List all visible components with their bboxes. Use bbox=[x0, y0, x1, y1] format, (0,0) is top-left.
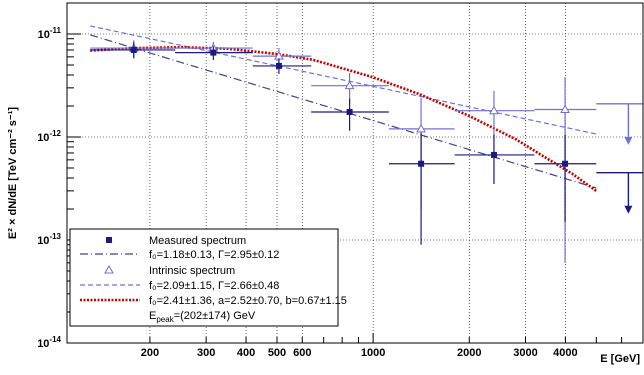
legend-box bbox=[69, 228, 339, 327]
measured-marker bbox=[418, 160, 425, 167]
measured-marker bbox=[562, 160, 569, 167]
legend-label: Measured spectrum bbox=[149, 235, 246, 247]
legend-label: Epeak=(202±174) GeV bbox=[149, 310, 256, 324]
measured-point bbox=[311, 98, 389, 131]
legend-entry: f₀=2.41±1.36, a=2.52±0.70, b=0.67±1.15 bbox=[80, 295, 347, 307]
intrinsic-marker bbox=[489, 105, 499, 115]
legend-entry: Epeak=(202±174) GeV bbox=[149, 310, 256, 324]
legend-entry: Measured spectrum bbox=[106, 235, 246, 247]
upper-limit-intrinsic bbox=[596, 103, 643, 145]
upper-limit-arrow bbox=[624, 205, 633, 214]
legend-intrinsic-marker bbox=[104, 264, 114, 274]
y-tick-label: 10-11 bbox=[38, 26, 62, 41]
fit-line-intrinsic_powerlaw bbox=[90, 25, 597, 135]
axes: 200 300 400 500 600 1000 2000 3000 4000 10-14 10-1… bbox=[37, 2, 644, 359]
intrinsic-point bbox=[388, 97, 455, 209]
measured-marker bbox=[130, 46, 137, 53]
measured-point bbox=[90, 42, 176, 59]
intrinsic-marker bbox=[560, 104, 570, 113]
measured-point bbox=[534, 134, 597, 222]
legend-entry: f₀=1.18±0.13, Γ=2.95±0.12 bbox=[80, 249, 279, 261]
intrinsic-point bbox=[311, 72, 389, 104]
x-tick-label: 3000 bbox=[513, 347, 537, 359]
measured-marker bbox=[490, 151, 497, 158]
measured-marker bbox=[346, 108, 353, 115]
intrinsic-marker bbox=[344, 80, 355, 90]
measured-point bbox=[454, 134, 535, 184]
measured-point bbox=[175, 46, 253, 60]
legend-measured-marker bbox=[106, 237, 112, 243]
measured-point bbox=[388, 132, 455, 245]
x-tick-label: 1000 bbox=[361, 347, 385, 359]
x-tick-label: 200 bbox=[141, 347, 159, 359]
y-tick-label: 10-13 bbox=[37, 232, 61, 247]
data-points bbox=[90, 40, 643, 263]
legend-label: f₀=2.41±1.36, a=2.52±0.70, b=0.67±1.15 bbox=[149, 295, 347, 307]
legend-label: Intrinsic spectrum bbox=[149, 265, 235, 277]
legend-label: f₀=2.09±1.15, Γ=2.66±0.48 bbox=[149, 280, 279, 292]
fit-lines bbox=[90, 25, 598, 192]
measured-point bbox=[252, 58, 312, 74]
x-tick-label: 300 bbox=[197, 347, 215, 359]
legend-label: f₀=1.18±0.13, Γ=2.95±0.12 bbox=[149, 249, 279, 261]
x-tick-label: 2000 bbox=[457, 347, 481, 359]
x-axis-label: E [GeV] bbox=[600, 353, 640, 365]
legend-entry: Intrinsic spectrum bbox=[104, 264, 235, 277]
x-tick-label: 4000 bbox=[553, 347, 577, 359]
intrinsic-marker bbox=[416, 123, 426, 133]
x-tick-label: 400 bbox=[237, 347, 255, 359]
fit-line-intrinsic_logparabola bbox=[90, 45, 598, 192]
measured-marker bbox=[210, 49, 217, 56]
upper-limit-arrow bbox=[624, 136, 633, 145]
x-tick-label: 600 bbox=[293, 347, 311, 359]
legend: Measured spectrum f₀=1.18±0.13, Γ=2.95±0.… bbox=[69, 228, 347, 327]
legend-entry: f₀=2.09±1.15, Γ=2.66±0.48 bbox=[80, 280, 279, 292]
intrinsic-point bbox=[252, 48, 312, 66]
fit-line-measured_powerlaw bbox=[90, 34, 597, 189]
x-tick-label: 500 bbox=[268, 347, 286, 359]
y-tick-label: 10-12 bbox=[37, 129, 61, 144]
plot-frame bbox=[66, 2, 644, 344]
measured-marker bbox=[275, 62, 282, 69]
intrinsic-point bbox=[454, 90, 535, 140]
y-axis-label: E² × dN/dE [TeV cm⁻² s⁻¹] bbox=[7, 107, 19, 239]
y-tick-label: 10-14 bbox=[37, 335, 61, 350]
upper-limit-measured bbox=[596, 172, 643, 214]
